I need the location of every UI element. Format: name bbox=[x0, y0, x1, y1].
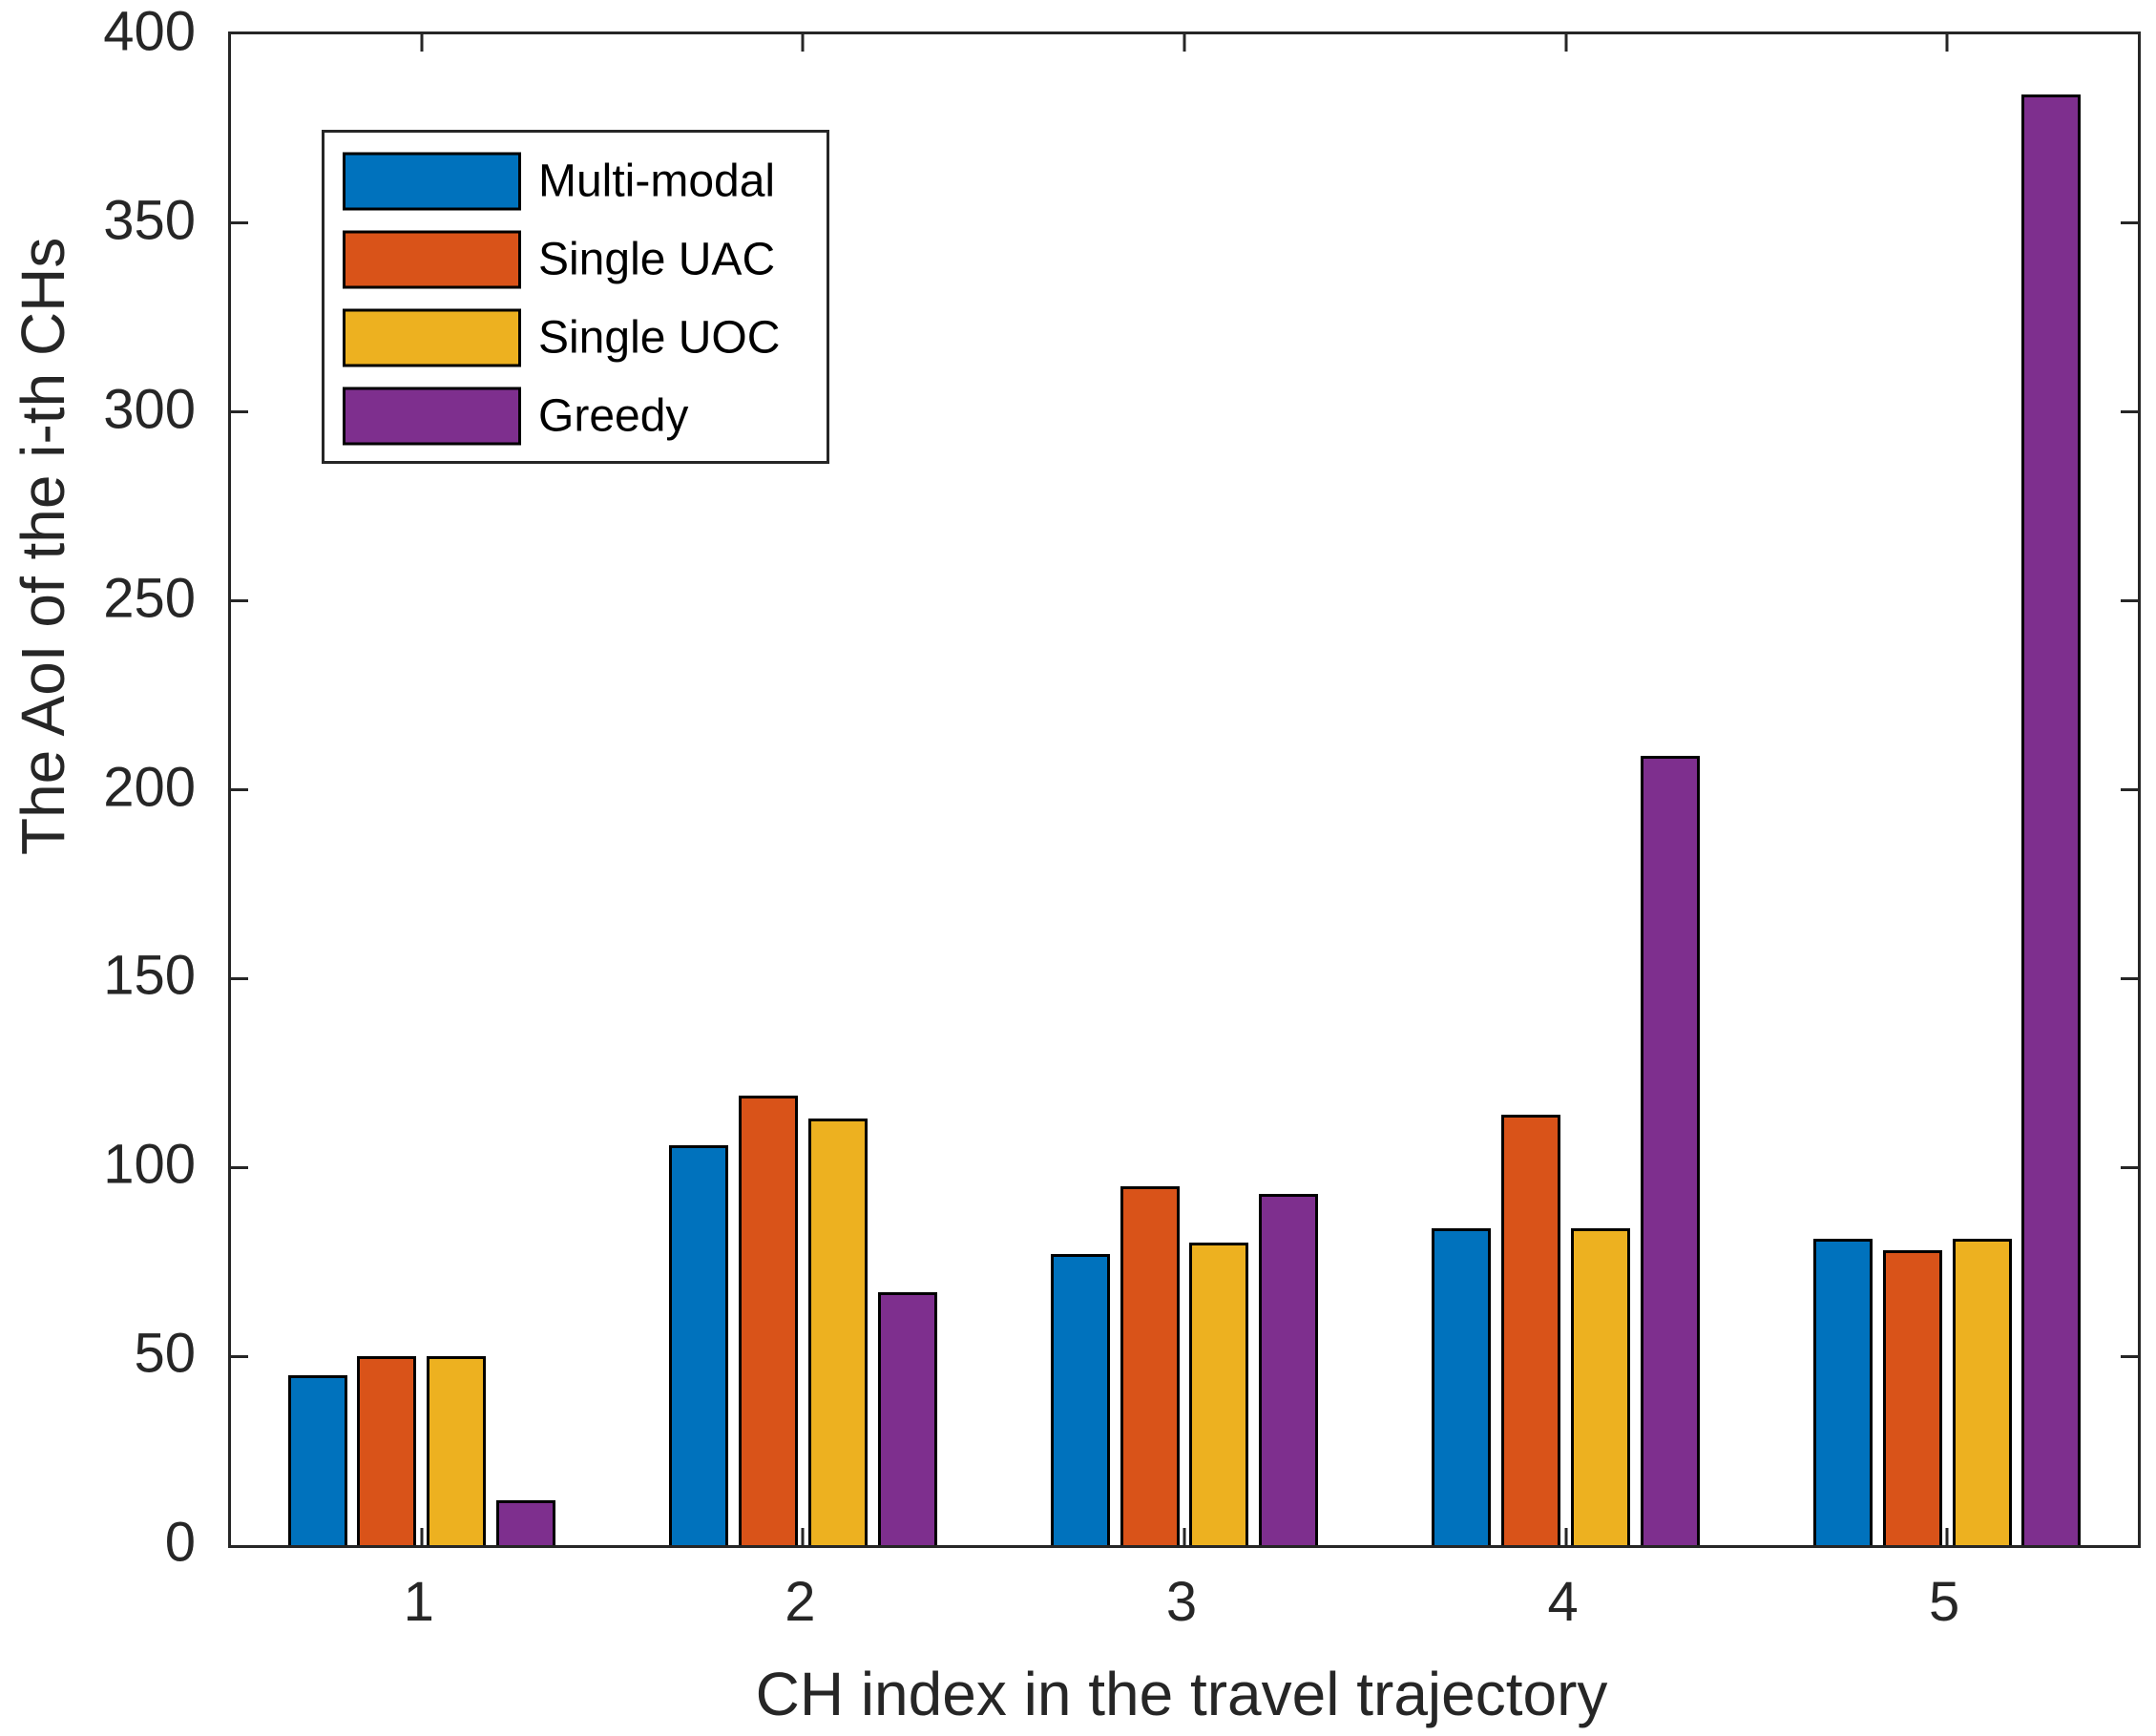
x-tick-mark-bottom-1 bbox=[420, 1528, 424, 1545]
y-tick-label-300: 300 bbox=[103, 378, 196, 441]
legend-item-multi-modal: Multi-modal bbox=[324, 142, 827, 220]
x-tick-mark-bottom-5 bbox=[1945, 1528, 1949, 1545]
bar-single-uoc-ch5 bbox=[1952, 1239, 2012, 1545]
y-tick-label-400: 400 bbox=[103, 0, 196, 63]
bar-multi-modal-ch4 bbox=[1432, 1228, 1492, 1545]
legend-swatch-multi-modal bbox=[343, 152, 521, 211]
x-tick-mark-top-5 bbox=[1945, 34, 1949, 52]
bar-single-uac-ch1 bbox=[357, 1356, 417, 1545]
y-tick-label-50: 50 bbox=[134, 1322, 196, 1385]
y-tick-mark-right-150 bbox=[2121, 976, 2138, 980]
y-tick-mark-left-200 bbox=[231, 788, 248, 791]
y-tick-label-350: 350 bbox=[103, 189, 196, 252]
y-tick-mark-left-350 bbox=[231, 221, 248, 225]
x-tick-label-5: 5 bbox=[1929, 1571, 1960, 1633]
x-tick-label-4: 4 bbox=[1547, 1571, 1579, 1633]
bar-greedy-ch1 bbox=[496, 1500, 555, 1545]
y-tick-label-0: 0 bbox=[164, 1511, 196, 1574]
bar-multi-modal-ch3 bbox=[1050, 1254, 1110, 1545]
bar-single-uac-ch3 bbox=[1120, 1186, 1180, 1545]
bar-greedy-ch2 bbox=[877, 1292, 937, 1545]
y-tick-mark-right-350 bbox=[2121, 221, 2138, 225]
bar-greedy-ch4 bbox=[1640, 756, 1700, 1545]
y-tick-label-100: 100 bbox=[103, 1133, 196, 1196]
bar-single-uac-ch2 bbox=[739, 1096, 798, 1545]
y-tick-label-250: 250 bbox=[103, 567, 196, 630]
bar-single-uoc-ch4 bbox=[1571, 1228, 1630, 1545]
y-tick-mark-right-50 bbox=[2121, 1354, 2138, 1358]
x-tick-mark-bottom-4 bbox=[1564, 1528, 1568, 1545]
y-tick-label-150: 150 bbox=[103, 944, 196, 1007]
x-tick-label-2: 2 bbox=[785, 1571, 816, 1633]
y-tick-mark-right-200 bbox=[2121, 788, 2138, 791]
x-tick-mark-top-2 bbox=[801, 34, 805, 52]
plot-area: Multi-modal Single UAC Single UOC Greedy bbox=[228, 31, 2141, 1548]
bar-multi-modal-ch1 bbox=[287, 1375, 347, 1545]
legend-label-multi-modal: Multi-modal bbox=[538, 156, 776, 207]
y-axis-label: The AoI of the i-th CHs bbox=[9, 237, 77, 855]
y-tick-mark-left-50 bbox=[231, 1354, 248, 1358]
y-tick-mark-left-300 bbox=[231, 410, 248, 414]
x-axis-label: CH index in the travel trajectory bbox=[755, 1660, 1608, 1728]
bar-multi-modal-ch2 bbox=[669, 1145, 729, 1545]
legend-label-single-uoc: Single UOC bbox=[538, 312, 781, 364]
legend-swatch-single-uac bbox=[343, 230, 521, 289]
bar-single-uoc-ch2 bbox=[807, 1119, 868, 1545]
x-tick-mark-top-3 bbox=[1183, 34, 1186, 52]
bar-single-uoc-ch1 bbox=[427, 1356, 487, 1545]
y-tick-mark-right-300 bbox=[2121, 410, 2138, 414]
x-tick-mark-bottom-2 bbox=[801, 1528, 805, 1545]
bar-greedy-ch5 bbox=[2021, 94, 2082, 1545]
legend-item-greedy: Greedy bbox=[324, 377, 827, 455]
bar-greedy-ch3 bbox=[1259, 1194, 1319, 1545]
legend-label-single-uac: Single UAC bbox=[538, 234, 776, 285]
x-tick-label-3: 3 bbox=[1165, 1571, 1198, 1633]
x-tick-mark-top-1 bbox=[420, 34, 424, 52]
x-tick-mark-bottom-3 bbox=[1183, 1528, 1186, 1545]
legend-label-greedy: Greedy bbox=[538, 390, 689, 442]
bar-multi-modal-ch5 bbox=[1813, 1239, 1873, 1545]
y-tick-mark-left-250 bbox=[231, 599, 248, 603]
y-tick-mark-left-150 bbox=[231, 976, 248, 980]
y-tick-mark-right-250 bbox=[2121, 599, 2138, 603]
legend: Multi-modal Single UAC Single UOC Greedy bbox=[322, 130, 829, 464]
legend-item-single-uac: Single UAC bbox=[324, 220, 827, 299]
legend-swatch-greedy bbox=[343, 387, 521, 446]
x-tick-label-1: 1 bbox=[403, 1571, 434, 1633]
bar-single-uoc-ch3 bbox=[1189, 1243, 1249, 1545]
x-tick-mark-top-4 bbox=[1564, 34, 1568, 52]
legend-swatch-single-uoc bbox=[343, 308, 521, 367]
bar-single-uac-ch4 bbox=[1501, 1115, 1561, 1545]
y-tick-mark-right-100 bbox=[2121, 1165, 2138, 1169]
bar-single-uac-ch5 bbox=[1882, 1250, 1942, 1545]
y-tick-mark-left-100 bbox=[231, 1165, 248, 1169]
legend-item-single-uoc: Single UOC bbox=[324, 299, 827, 377]
y-tick-label-200: 200 bbox=[103, 756, 196, 818]
